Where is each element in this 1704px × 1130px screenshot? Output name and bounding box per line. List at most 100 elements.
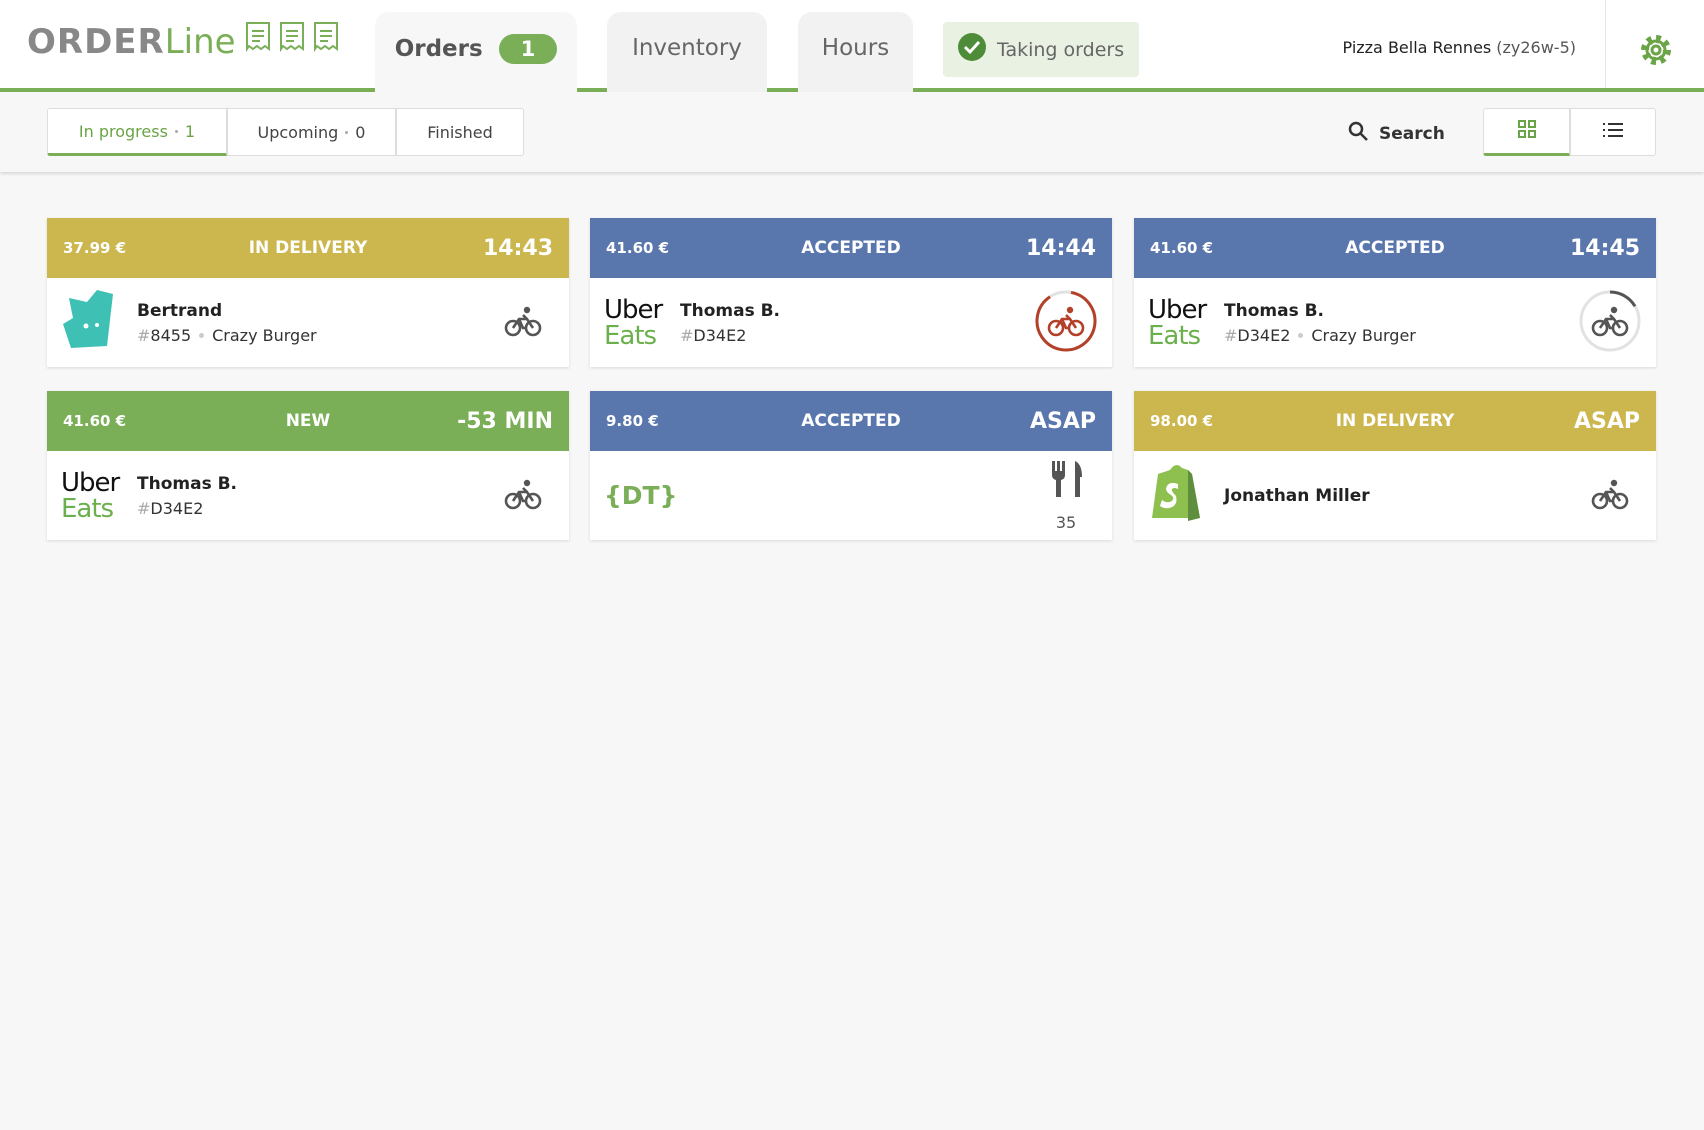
platform-logo: {DT}	[604, 480, 680, 510]
restaurant: Pizza Bella Rennes (zy26w-5)	[1343, 38, 1576, 57]
nav-tab[interactable]: Orders 1	[375, 12, 577, 94]
order-time: ASAP	[1029, 408, 1096, 434]
order-ref: #8455 Crazy Burger	[137, 326, 491, 345]
store-name: Crazy Burger	[212, 325, 317, 345]
id-prefix: #	[1224, 325, 1238, 345]
card-body: {DT} 35	[590, 451, 1112, 540]
card-header: 41.60 € NEW -53 MIN	[47, 391, 569, 451]
order-card[interactable]: 98.00 € IN DELIVERY ASAP Jonathan Miller	[1134, 391, 1656, 540]
logo-line: Line	[164, 21, 236, 62]
order-card[interactable]: 41.60 € NEW -53 MIN Uber Eats Thomas B. # D34E2	[47, 391, 569, 540]
order-id: D34E2	[1237, 325, 1291, 345]
id-prefix: #	[137, 325, 151, 345]
bike-progress-icon-svg	[1579, 290, 1641, 351]
order-icon	[491, 301, 555, 345]
separator-dot	[345, 130, 349, 134]
tab-label: Orders	[394, 36, 483, 62]
card-header: 41.60 € ACCEPTED 14:44	[590, 218, 1112, 278]
order-time: -53 MIN	[457, 408, 553, 434]
order-price: 41.60 €	[63, 412, 127, 430]
filter-tab[interactable]: Finished	[396, 108, 524, 156]
order-status: ACCEPTED	[801, 238, 901, 258]
divider	[1605, 0, 1606, 88]
bike-icon-svg	[1591, 479, 1629, 509]
order-time: ASAP	[1573, 408, 1640, 434]
table-number: 35	[1055, 513, 1077, 532]
platform-logo	[61, 288, 137, 358]
filter-tab[interactable]: In progress 1	[47, 108, 227, 156]
filter-count: 0	[355, 122, 366, 142]
card-body: Jonathan Miller	[1134, 451, 1656, 540]
order-info: Thomas B. # D34E2 Crazy Burger	[1224, 301, 1578, 345]
grid-view-button[interactable]	[1483, 108, 1570, 156]
status-label: Taking orders	[997, 38, 1125, 61]
order-card[interactable]: 37.99 € IN DELIVERY 14:43 Bertrand #8455 Craz…	[47, 218, 569, 367]
filter-bar: In progress 1 Upcoming 0 Finished Search	[0, 92, 1704, 172]
logo-receipts-svg	[245, 22, 338, 53]
order-icon	[1578, 474, 1642, 518]
order-icon	[1034, 289, 1098, 357]
order-info: Jonathan Miller	[1224, 486, 1578, 506]
logo-text: Uber	[61, 467, 120, 498]
logo-order: ORDER	[27, 21, 165, 62]
card-header: 41.60 € ACCEPTED 14:45	[1134, 218, 1656, 278]
order-card[interactable]: 9.80 € ACCEPTED ASAP {DT} 35	[590, 391, 1112, 540]
order-icon	[491, 474, 555, 518]
card-body: Uber Eats Thomas B. # D34E2 Crazy Burger	[1134, 278, 1656, 367]
nav-tab[interactable]: Hours	[798, 12, 913, 92]
logo-text: Uber	[1148, 294, 1207, 325]
order-ref: # D34E2	[680, 326, 1034, 345]
order-price: 9.80 €	[606, 412, 659, 430]
top-bar: ORDER Line Orders 1 Inventory Hours Taking ord…	[0, 0, 1704, 94]
order-card[interactable]: 41.60 € ACCEPTED 14:45 Uber Eats Thomas B. # D3…	[1134, 218, 1656, 367]
search-label: Search	[1379, 123, 1445, 144]
filter-label: Finished	[427, 122, 493, 142]
nav-tab[interactable]: Inventory	[607, 12, 767, 92]
search-button[interactable]: Search	[1347, 120, 1445, 147]
deliveroo-logo-svg	[63, 289, 113, 348]
bike-icon-svg	[504, 479, 542, 509]
order-time: 14:43	[482, 235, 553, 261]
bike-progress-icon-svg	[1035, 290, 1097, 351]
settings-button[interactable]	[1638, 32, 1674, 72]
status-button[interactable]: Taking orders	[943, 22, 1139, 77]
order-info: Bertrand #8455 Crazy Burger	[137, 301, 491, 345]
tab-label: Inventory	[632, 35, 742, 61]
search-icon	[1347, 120, 1369, 147]
platform-logo: Uber Eats	[1148, 297, 1224, 349]
cutlery-icon-svg	[1052, 461, 1082, 497]
order-status: ACCEPTED	[801, 411, 901, 431]
list-view-button[interactable]	[1570, 108, 1656, 156]
check-icon	[957, 32, 987, 67]
id-prefix: #	[680, 325, 694, 345]
store-name: Crazy Burger	[1311, 325, 1416, 345]
grid-icon	[1517, 119, 1537, 143]
order-icon: 35	[1034, 459, 1098, 532]
order-id: 8455	[150, 325, 192, 345]
order-info: Thomas B. # D34E2	[137, 474, 491, 518]
order-id: D34E2	[693, 325, 747, 345]
list-icon	[1602, 122, 1624, 142]
logo-text: Eats	[1148, 320, 1201, 351]
order-ref: # D34E2 Crazy Burger	[1224, 326, 1578, 345]
customer-name: Jonathan Miller	[1224, 485, 1370, 506]
separator-dot	[199, 332, 205, 338]
order-icon	[1578, 289, 1642, 357]
customer-name: Bertrand	[137, 300, 223, 321]
order-status: IN DELIVERY	[248, 238, 368, 258]
logo-text: {DT}	[604, 480, 678, 510]
bike-icon-svg	[504, 306, 542, 336]
order-time: 14:44	[1025, 235, 1096, 261]
order-info: Thomas B. # D34E2	[680, 301, 1034, 345]
order-price: 98.00 €	[1150, 412, 1214, 430]
card-body: Bertrand #8455 Crazy Burger	[47, 278, 569, 367]
filter-tab[interactable]: Upcoming 0	[227, 108, 396, 156]
separator-dot	[174, 129, 178, 133]
bike-icon	[502, 474, 544, 518]
order-price: 37.99 €	[63, 239, 127, 257]
check-icon-svg	[958, 33, 986, 61]
order-id: D34E2	[150, 498, 204, 518]
filter-count: 1	[184, 121, 196, 141]
order-card[interactable]: 41.60 € ACCEPTED 14:44 Uber Eats Thomas B. # D3…	[590, 218, 1112, 367]
